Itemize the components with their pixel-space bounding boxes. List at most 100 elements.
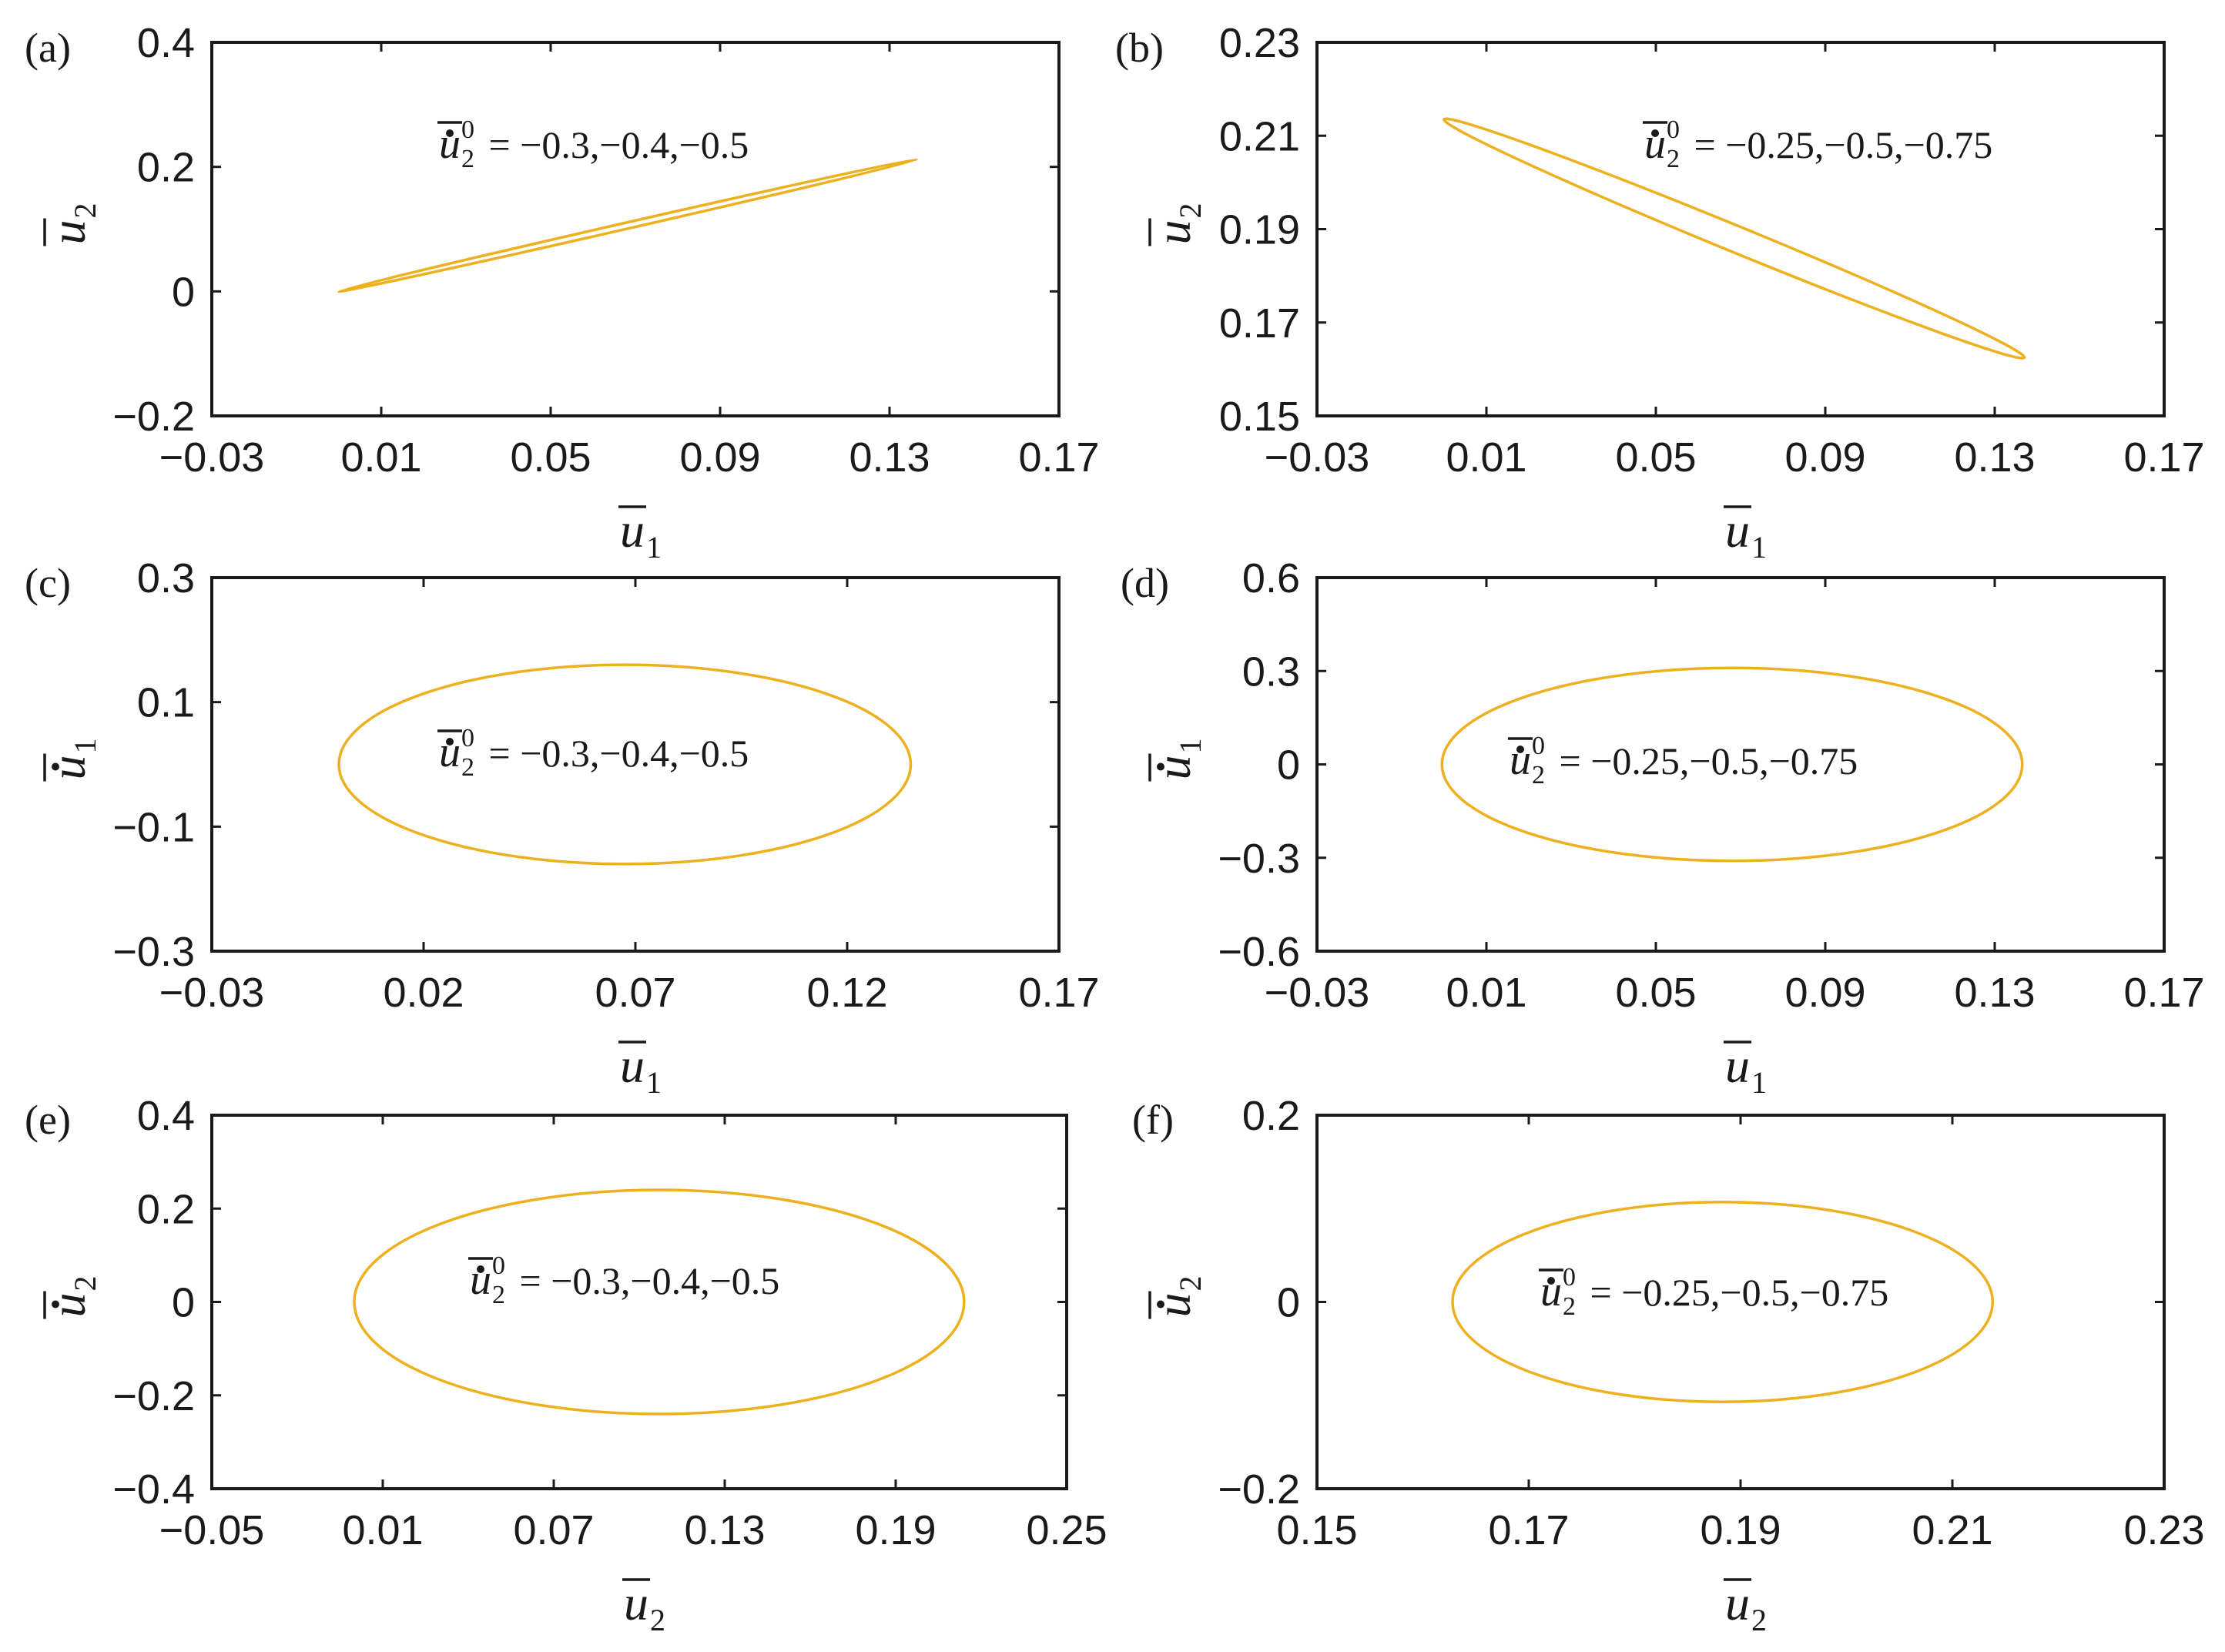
panel-a-annotation-values: = −0.3,−0.4,−0.5	[479, 123, 749, 166]
panel-e-ytick-label: −0.4	[112, 1466, 195, 1513]
panel-d-annotation-subscript: 2	[1532, 761, 1545, 789]
panel-d-xtick-label: 0.01	[1446, 970, 1526, 1016]
panel-b-label: (b)	[1115, 25, 1164, 71]
panel-e-xlabel-text: u2	[624, 1576, 665, 1637]
panel-b-annotation-text: u20 = −0.25,−0.5,−0.75	[1644, 116, 1992, 173]
panel-c-annotation-values: = −0.3,−0.4,−0.5	[479, 732, 749, 775]
panel-d-xtick-label: 0.13	[1954, 970, 2035, 1016]
panel-e-xlabel-subscript: 2	[650, 1603, 665, 1637]
panel-b-xtick-label: 0.13	[1954, 434, 2035, 481]
panel-b-annotation-superscript: 0	[1667, 116, 1680, 144]
panel-e: −0.05 0.01 0.07 0.13 0.19 0.25 −0.4 −0.2 0 0.2 0.4…	[25, 1093, 1107, 1637]
panel-b-xlabel-symbol: u	[1725, 503, 1750, 558]
panel-d-annotation-text: u20 = −0.25,−0.5,−0.75	[1510, 732, 1858, 789]
panel-e-annotation-superscript: 0	[492, 1252, 505, 1280]
panel-d-annotation: u20 = −0.25,−0.5,−0.75	[1508, 732, 1858, 789]
panel-c-ylabel-subscript: 1	[68, 739, 102, 754]
panel-b-ylabel-symbol: u	[1146, 220, 1201, 245]
panel-e-series-curve	[353, 1188, 966, 1416]
panel-c-ytick-label: 0.1	[137, 680, 195, 726]
panel-c-annotation-symbol: u	[439, 729, 461, 776]
panel-a-xtick-label: −0.03	[159, 434, 265, 481]
panel-f-annotation-text: u20 = −0.25,−0.5,−0.75	[1540, 1263, 1888, 1321]
panel-b-ytick-label: 0.23	[1219, 20, 1300, 66]
panel-d-ytick-label: −0.3	[1218, 836, 1300, 882]
panel-f-xtick-label: 0.21	[1912, 1507, 1992, 1553]
panel-a-ylabel-text: u2	[41, 203, 102, 245]
panel-e-xtick-label: 0.25	[1026, 1507, 1107, 1553]
panel-d-series-curve	[1440, 666, 2024, 863]
panel-a-ylabel-symbol: u	[41, 220, 96, 245]
panel-b-ylabel-text: u2	[1146, 203, 1208, 245]
panel-f-ylabel-text: u2	[1146, 1276, 1208, 1318]
panel-f-ylabel: u2	[1146, 1276, 1208, 1319]
panel-f-xlabel-text: u2	[1725, 1576, 1767, 1637]
panel-e-ytick-label: 0	[172, 1280, 195, 1326]
panel-d-xtick-label: 0.09	[1784, 970, 1865, 1016]
panel-c-xlabel-text: u1	[620, 1038, 662, 1100]
panel-b-ylabel: u2	[1146, 203, 1208, 246]
panel-a-ylabel: u2	[41, 203, 102, 246]
panel-e-ylabel-symbol: u	[41, 1293, 96, 1318]
panel-e-ylabel-dot	[52, 1300, 59, 1309]
panel-b-annotation-symbol: u	[1644, 120, 1666, 168]
panel-b-annotation-dot	[1651, 129, 1659, 137]
panel-f-annotation-values: = −0.25,−0.5,−0.75	[1580, 1271, 1888, 1314]
panel-b-ytick-label: 0.17	[1219, 300, 1300, 347]
panel-e-annotation: u20 = −0.3,−0.4,−0.5	[468, 1252, 779, 1309]
panel-c-xlabel-subscript: 1	[646, 1065, 662, 1100]
panel-f-xtick-label: 0.19	[1700, 1507, 1781, 1553]
panel-c-annotation: u20 = −0.3,−0.4,−0.5	[437, 724, 749, 782]
panel-e-ytick-label: 0.4	[137, 1093, 195, 1139]
panel-c-xlabel: u1	[618, 1038, 662, 1100]
panel-b-ylabel-subscript: 2	[1173, 203, 1208, 219]
panel-e-annotation-values: = −0.3,−0.4,−0.5	[510, 1259, 779, 1302]
panel-d-xtick-label: −0.03	[1265, 970, 1370, 1016]
panel-a-series-curve	[337, 158, 919, 293]
panel-c-ylabel-dot	[52, 762, 59, 771]
panel-e-xtick-label: 0.07	[513, 1507, 594, 1553]
panel-a-annotation-superscript: 0	[461, 116, 474, 144]
panel-a-xtick-label: 0.01	[340, 434, 421, 481]
panel-f-label: (f)	[1132, 1097, 1174, 1143]
panel-f-xlabel-symbol: u	[1725, 1576, 1750, 1630]
panel-b-ytick-label: 0.19	[1219, 207, 1300, 253]
panel-d-ytick-label: 0.3	[1242, 648, 1300, 695]
panel-b-ytick-label: 0.15	[1219, 394, 1300, 440]
panel-d-ylabel: u1	[1146, 739, 1208, 782]
panel-c-ytick-label: −0.3	[112, 929, 195, 975]
panel-d-xtick-label: 0.05	[1615, 970, 1696, 1016]
panel-e-ylabel-text: u2	[41, 1276, 102, 1318]
panel-f-xtick-label: 0.17	[1488, 1507, 1569, 1553]
panel-f-series-curve	[1451, 1201, 1994, 1403]
panel-c-ytick-label: −0.1	[112, 804, 195, 850]
panel-d-ylabel-dot	[1157, 762, 1164, 771]
panel-a-annotation-symbol: u	[439, 120, 461, 168]
panel-d-ylabel-text: u1	[1146, 739, 1208, 780]
panel-a-annotation-subscript: 2	[461, 145, 474, 173]
panel-f-annotation: u20 = −0.25,−0.5,−0.75	[1539, 1263, 1888, 1321]
panel-f-annotation-symbol: u	[1540, 1268, 1562, 1315]
panel-a-xlabel-subscript: 1	[646, 530, 662, 565]
panel-a-annotation-text: u20 = −0.3,−0.4,−0.5	[439, 116, 749, 173]
panel-d-xlabel-subscript: 1	[1751, 1065, 1767, 1100]
panel-f-ytick-label: 0.2	[1242, 1093, 1300, 1139]
panel-c-ylabel: u1	[41, 739, 102, 782]
panel-d-ylabel-subscript: 1	[1173, 739, 1208, 754]
panel-b-xtick-label: 0.05	[1615, 434, 1696, 481]
panel-a-xlabel-symbol: u	[620, 503, 645, 558]
panel-d-ylabel-symbol: u	[1146, 756, 1201, 780]
panel-a-axes-frame	[210, 41, 1061, 417]
panel-a-ytick-label: 0.2	[137, 145, 195, 191]
panel-c-xtick-label: 0.02	[383, 970, 464, 1016]
panel-b-xtick-label: 0.17	[2123, 434, 2204, 481]
panel-e-xtick-label: 0.01	[342, 1507, 423, 1553]
panel-b-annotation-values: = −0.25,−0.5,−0.75	[1684, 123, 1992, 166]
panel-f-ytick-label: 0	[1277, 1280, 1300, 1326]
panel-f-xtick-label: 0.15	[1276, 1507, 1357, 1553]
panel-b-xlabel-subscript: 1	[1751, 530, 1767, 565]
panel-d-xlabel: u1	[1724, 1038, 1767, 1100]
